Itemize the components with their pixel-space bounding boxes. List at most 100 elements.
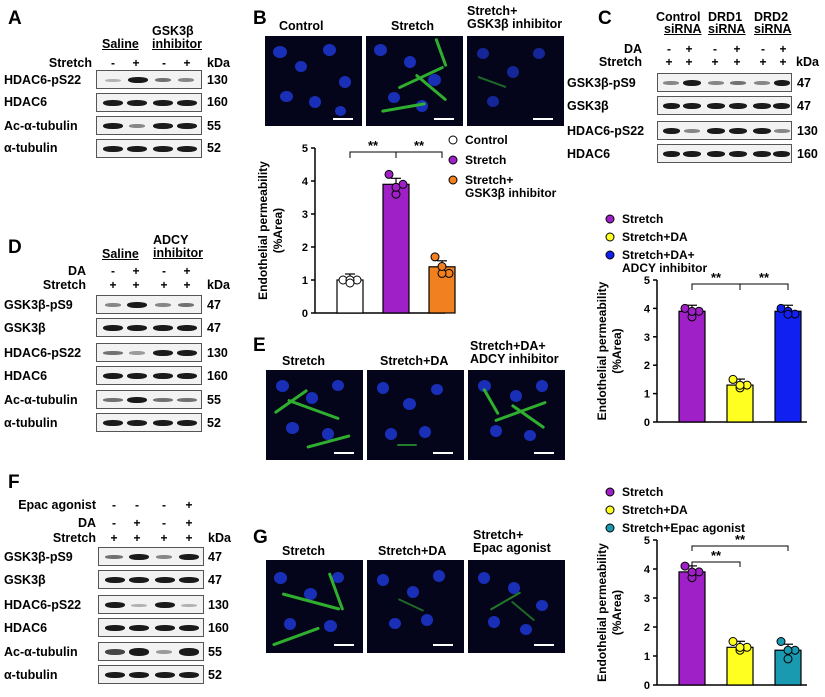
y-tick-label: 0 xyxy=(644,417,650,429)
data-point xyxy=(391,182,401,192)
image-title: Epac agonist xyxy=(473,541,551,555)
row-kda: 160 xyxy=(797,147,818,161)
y-tick-label: 1 xyxy=(644,389,650,401)
group-label: Control xyxy=(656,10,701,24)
sign: + xyxy=(733,42,741,56)
significance-label: ** xyxy=(711,548,722,563)
bar xyxy=(774,310,802,423)
sign: + xyxy=(183,278,191,292)
data-point xyxy=(776,637,786,646)
da-label: DA xyxy=(623,42,642,56)
legend-label: Stretch xyxy=(622,485,663,499)
bar xyxy=(382,183,410,314)
sign: + xyxy=(132,56,140,70)
data-point xyxy=(735,380,745,390)
sign: + xyxy=(133,531,141,545)
legend-marker xyxy=(605,487,615,497)
sign: + xyxy=(133,516,141,530)
sign: + xyxy=(110,531,118,545)
row-kda: 47 xyxy=(207,321,221,335)
y-tick-label: 4 xyxy=(644,564,651,576)
sign: + xyxy=(185,531,193,545)
row-label: GSK3β-pS9 xyxy=(4,550,73,564)
legend-label: Stretch+DA xyxy=(622,503,688,517)
sign: + xyxy=(711,55,719,69)
western-blot-strip xyxy=(96,93,202,112)
row-label: HDAC6-pS22 xyxy=(567,124,645,138)
significance-label: ** xyxy=(735,532,746,547)
y-tick-label: 5 xyxy=(644,275,650,287)
group-label: DRD2 xyxy=(754,10,789,24)
y-tick-label: 3 xyxy=(302,209,308,221)
sign: - xyxy=(135,498,139,512)
y-tick-label: 0 xyxy=(302,308,308,320)
legend-label: GSK3β inhibitor xyxy=(465,186,557,200)
data-point xyxy=(783,309,793,319)
sign: + xyxy=(132,278,140,292)
row-kda: 47 xyxy=(207,298,221,312)
row-label: GSK3β xyxy=(567,99,609,113)
western-blot-strip xyxy=(96,295,202,314)
significance-bracket xyxy=(691,545,789,551)
sign: + xyxy=(685,55,693,69)
panel-label-c: C xyxy=(598,8,612,29)
row-label: GSK3β-pS9 xyxy=(4,298,73,312)
data-point xyxy=(728,374,738,384)
y-axis-label: Endothelial permeability xyxy=(595,281,609,420)
sign: - xyxy=(111,56,115,70)
western-blot-strip xyxy=(98,618,204,637)
y-axis-label: Endothelial permeability xyxy=(595,543,609,682)
microscopy-image-control xyxy=(265,36,362,126)
da-label: DA xyxy=(77,516,96,530)
sign: + xyxy=(185,498,193,512)
row-kda: 160 xyxy=(207,369,228,383)
image-title: Stretch xyxy=(282,354,326,368)
data-point xyxy=(728,637,738,646)
kda-header: kDa xyxy=(207,278,230,292)
image-title: Control xyxy=(279,19,324,33)
row-kda: 47 xyxy=(208,550,222,564)
y-tick-label: 1 xyxy=(302,275,308,287)
sign: + xyxy=(779,42,787,56)
row-kda: 130 xyxy=(797,124,818,138)
western-blot-strip xyxy=(96,70,202,89)
row-kda: 52 xyxy=(208,668,222,682)
y-tick-label: 4 xyxy=(302,176,309,188)
bar-chart-c: 0 1 2 3 4 5 Endothelial permeability (%Area) ** *… xyxy=(595,212,807,429)
kda-header: kDa xyxy=(208,531,231,545)
stretch-label: Stretch xyxy=(598,55,642,69)
sign: - xyxy=(667,42,671,56)
sign: + xyxy=(160,531,168,545)
bar-chart-g: 0 1 2 3 4 5 Endothelial permeability (%Area) ** *… xyxy=(595,485,807,692)
microscopy-image-stretch xyxy=(266,370,363,460)
row-label: α-tubulin xyxy=(4,141,58,155)
row-kda: 55 xyxy=(208,645,222,659)
western-blot-strip xyxy=(98,570,204,589)
row-label: HDAC6 xyxy=(4,95,48,109)
microscopy-image-stretch-da-adcy-inhibitor xyxy=(468,370,565,460)
kda-header: kDa xyxy=(796,55,819,69)
data-point xyxy=(430,252,440,262)
sign: + xyxy=(160,278,168,292)
row-label: HDAC6-pS22 xyxy=(4,346,82,360)
sign: - xyxy=(162,264,166,278)
sign: - xyxy=(162,498,166,512)
sign: - xyxy=(713,42,717,56)
row-kda: 55 xyxy=(207,119,221,133)
row-kda: 52 xyxy=(207,416,221,430)
sign: + xyxy=(733,55,741,69)
western-blot-strip xyxy=(96,318,202,337)
microscopy-image-stretch xyxy=(366,36,463,126)
bar xyxy=(678,310,706,423)
sign: + xyxy=(759,55,767,69)
image-title: Stretch+DA+ xyxy=(470,339,546,353)
microscopy-image-stretch-gsk3b-inhibitor xyxy=(467,36,564,126)
row-kda: 47 xyxy=(208,573,222,587)
group-gsk3b-label-2: inhibitor xyxy=(152,37,202,51)
image-title: Stretch xyxy=(282,544,326,558)
legend-marker xyxy=(448,135,458,145)
legend-label: Stretch+DA+ xyxy=(622,248,695,262)
row-label: α-tubulin xyxy=(4,416,58,430)
legend-label: Control xyxy=(465,133,508,147)
data-point xyxy=(735,642,745,652)
